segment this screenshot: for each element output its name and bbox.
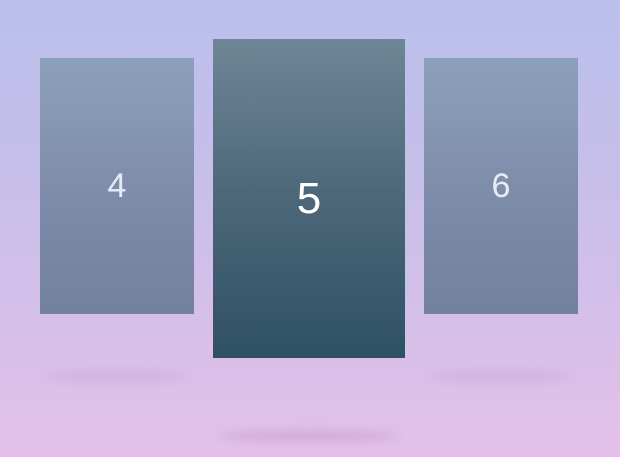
slide-number: 6 bbox=[491, 166, 511, 205]
slide-number: 5 bbox=[296, 173, 322, 223]
slide-card-previous[interactable]: 4 bbox=[40, 58, 194, 314]
slide-shadow-right bbox=[428, 372, 574, 380]
slide-number: 4 bbox=[107, 166, 127, 205]
slide-card-active[interactable]: 5 bbox=[213, 39, 405, 358]
slide-card-next[interactable]: 6 bbox=[424, 58, 578, 314]
slide-shadow-center bbox=[218, 431, 400, 441]
slide-shadow-left bbox=[44, 372, 190, 380]
